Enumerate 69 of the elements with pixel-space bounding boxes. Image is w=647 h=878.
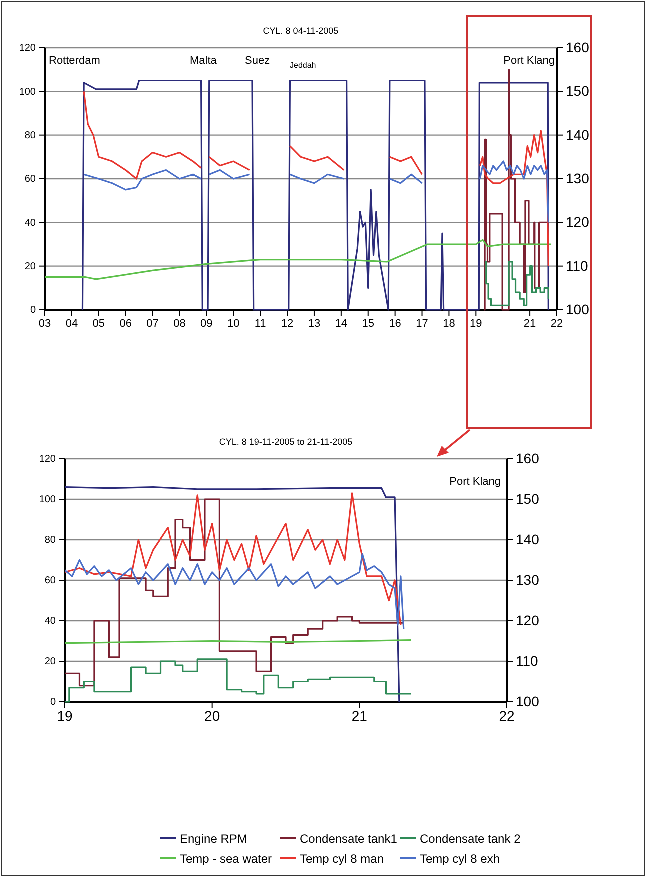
y-tick-label: 0: [30, 305, 36, 316]
x-tick-label: 13: [308, 318, 321, 330]
legend-label: Temp cyl 8 exh: [420, 852, 500, 866]
y-tick-label: 80: [44, 535, 56, 546]
y-tick-label: 100: [39, 494, 56, 506]
y-tick-label: 80: [24, 130, 36, 142]
y2-tick-label: 120: [566, 214, 590, 230]
x-tick-label: 08: [174, 318, 186, 330]
y-tick-label: 120: [39, 454, 56, 466]
line-series: [45, 239, 552, 280]
annotation: Port Klang: [450, 476, 501, 488]
x-tick-label: 10: [228, 318, 240, 330]
x-tick-label: 19: [57, 708, 73, 724]
y-tick-label: 100: [19, 86, 36, 98]
y-tick-label: 0: [50, 697, 56, 708]
y-tick-label: 60: [24, 174, 36, 186]
y2-tick-label: 140: [566, 126, 590, 143]
y-tick-label: 40: [24, 218, 36, 229]
x-tick-label: 21: [524, 318, 536, 330]
legend-label: Condensate tank1: [300, 832, 398, 846]
line-series: [65, 553, 405, 630]
x-tick-label: 06: [120, 318, 132, 330]
x-tick-label: 18: [443, 318, 456, 330]
y-tick-label: 120: [19, 43, 36, 54]
y2-tick-label: 130: [516, 572, 540, 588]
x-tick-label: 22: [499, 708, 515, 724]
x-tick-label: 17: [416, 318, 428, 330]
y-tick-label: 40: [44, 616, 56, 628]
x-tick-label: 05: [92, 318, 106, 330]
x-tick-label: 07: [146, 318, 159, 330]
annotation: Suez: [245, 55, 270, 67]
chart-title: CYL. 8 19-11-2005 to 21-11-2005: [219, 437, 353, 447]
y2-tick-label: 120: [516, 612, 540, 628]
y2-tick-label: 150: [516, 490, 540, 507]
y2-tick-label: 110: [516, 652, 539, 669]
y-tick-label: 20: [24, 262, 36, 273]
y2-tick-label: 130: [566, 170, 590, 186]
y2-tick-label: 110: [566, 258, 589, 274]
annotation: Port Klang: [504, 55, 555, 67]
x-tick-label: 09: [200, 318, 213, 330]
y2-tick-label: 140: [516, 531, 540, 548]
chart-title: CYL. 8 04-11-2005: [263, 26, 339, 36]
legend-label: Temp cyl 8 man: [300, 852, 384, 866]
y2-tick-label: 100: [566, 301, 590, 318]
x-tick-label: 04: [66, 318, 78, 330]
x-tick-label: 12: [281, 318, 294, 330]
annotation: Rotterdam: [49, 55, 100, 67]
x-tick-label: 19: [470, 318, 482, 330]
x-tick-label: 15: [362, 318, 374, 330]
x-tick-label: 20: [204, 708, 220, 724]
line-series: [65, 492, 402, 626]
annotation: Jeddah: [290, 61, 316, 70]
y2-tick-label: 160: [566, 39, 590, 56]
y-tick-label: 20: [44, 656, 56, 668]
y-tick-label: 60: [44, 576, 56, 587]
legend-label: Condensate tank 2: [420, 832, 522, 846]
x-tick-label: 21: [352, 708, 368, 724]
x-tick-label: 14: [335, 318, 348, 330]
x-tick-label: 22: [550, 318, 564, 330]
legend-label: Engine RPM: [180, 832, 248, 846]
x-tick-label: 11: [254, 318, 266, 330]
annotation: Malta: [190, 55, 218, 67]
y2-tick-label: 160: [516, 450, 540, 466]
legend-label: Temp - sea water: [180, 852, 272, 866]
y2-tick-label: 150: [566, 83, 590, 100]
x-tick-label: 03: [38, 318, 52, 330]
y2-tick-label: 100: [516, 693, 540, 710]
line-series: [82, 80, 550, 311]
x-tick-label: 16: [389, 318, 402, 330]
